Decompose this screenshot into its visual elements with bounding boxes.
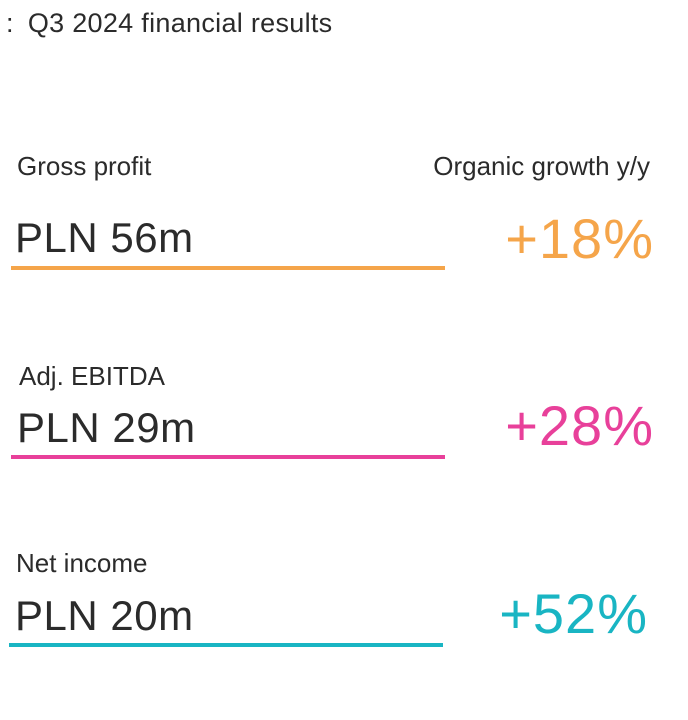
page-title: : Q3 2024 financial results [6,8,332,39]
net-income-value: PLN 20m [15,592,194,639]
title-text: Q3 2024 financial results [27,8,333,38]
adj-ebitda-label: Adj. EBITDA [19,361,165,391]
adj-ebitda-growth: +28% [505,394,654,457]
net-income-underline [9,643,443,647]
gross-profit-underline [11,266,445,270]
title-bullet: : [6,8,14,38]
gross-profit-growth: +18% [505,207,654,270]
adj-ebitda-underline [11,455,445,459]
adj-ebitda-value: PLN 29m [17,404,196,451]
gross-profit-label: Gross profit [17,151,152,181]
growth-column-heading: Organic growth y/y [433,151,650,181]
gross-profit-value: PLN 56m [15,214,194,261]
net-income-growth: +52% [499,582,648,645]
net-income-label: Net income [16,548,148,578]
